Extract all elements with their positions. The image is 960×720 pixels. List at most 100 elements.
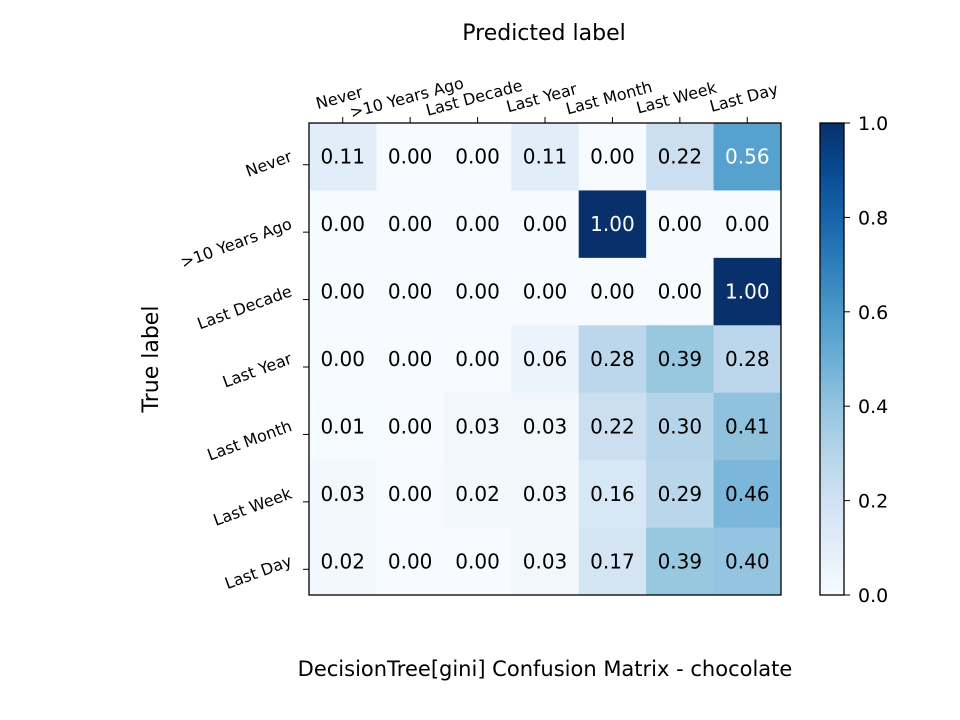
cell-value-label: 0.29: [658, 482, 703, 506]
heatmap-cell: [646, 460, 715, 529]
cell-value-label: 0.03: [320, 482, 365, 506]
cell-value-label: 0.00: [523, 212, 568, 236]
heatmap-cell: [376, 460, 445, 529]
cell-value-label: 0.40: [725, 549, 770, 573]
y-axis-ticks: Never >10 Years Ago Last Decade Last Year La…: [178, 146, 309, 593]
cell-value-label: 0.00: [320, 280, 365, 304]
heatmap-cell: [511, 460, 580, 529]
heatmap-cell: [646, 190, 715, 259]
cell-value-label: 0.39: [658, 347, 703, 371]
cell-value-label: 0.16: [590, 482, 635, 506]
y-tick-label: Never: [243, 146, 295, 180]
heatmap-cell: [376, 257, 445, 326]
cell-value-label: 0.00: [455, 280, 500, 304]
heatmap-cell: [646, 392, 715, 461]
colorbar-tick-label: 0.8: [858, 207, 888, 229]
cell-value-label: 0.17: [590, 549, 635, 573]
cell-value-label: 0.00: [388, 145, 433, 169]
cell-value-label: 0.00: [455, 549, 500, 573]
cell-value-label: 0.06: [523, 347, 568, 371]
cell-value-label: 0.28: [725, 347, 770, 371]
heatmap-cell: [713, 460, 782, 529]
heatmap-cell: [713, 123, 782, 191]
heatmap-cell: [376, 527, 445, 596]
heatmap-cell: [376, 190, 445, 259]
cell-value-label: 0.00: [590, 145, 635, 169]
cell-value-label: 0.30: [658, 414, 703, 438]
heatmap-cell: [578, 257, 647, 326]
colorbar-tick-label: 1.0: [858, 113, 888, 135]
cell-value-label: 0.02: [455, 482, 500, 506]
heatmap-cell: [511, 257, 580, 326]
cell-value-label: 0.22: [658, 145, 703, 169]
heatmap-cell: [376, 392, 445, 461]
y-tick-label: Last Year: [220, 349, 295, 392]
cell-value-label: 0.00: [658, 280, 703, 304]
cell-value-label: 0.00: [523, 280, 568, 304]
cell-value-label: 0.00: [455, 212, 500, 236]
y-tick-label: Last Week: [211, 484, 295, 530]
heatmap-cell: [713, 190, 782, 259]
heatmap-cell: [511, 527, 580, 596]
heatmap-cell: [309, 460, 377, 529]
y-axis-label: True label: [139, 306, 164, 414]
cell-value-label: 0.00: [388, 212, 433, 236]
cell-value-label: 0.03: [523, 549, 568, 573]
heatmap-cell: [309, 257, 377, 326]
heatmap-cell: [511, 123, 580, 191]
cell-value-label: 0.39: [658, 549, 703, 573]
heatmap-cell: [309, 190, 377, 259]
heatmap-cell: [578, 527, 647, 596]
cell-value-label: 0.41: [725, 414, 770, 438]
cell-value-label: 0.00: [320, 347, 365, 371]
heatmap-cell: [376, 123, 445, 191]
cell-value-label: 0.00: [320, 212, 365, 236]
cell-value-label: 1.00: [725, 280, 770, 304]
heatmap-cell: [713, 257, 782, 326]
heatmap-cell: [309, 527, 377, 596]
cell-value-label: 0.03: [523, 482, 568, 506]
heatmap-cell: [511, 190, 580, 259]
heatmap-cell: [443, 123, 512, 191]
heatmap-cell: [578, 392, 647, 461]
cell-value-label: 0.00: [388, 549, 433, 573]
colorbar: 0.0 0.2 0.4 0.6 0.8 1.0: [819, 113, 888, 607]
heatmap-cell: [443, 527, 512, 596]
heatmap-cell: [376, 325, 445, 394]
heatmap-cell: [511, 392, 580, 461]
heatmap-cell: [578, 123, 647, 191]
cell-value-label: 0.00: [590, 280, 635, 304]
heatmap-cell: [646, 123, 715, 191]
heatmap-cell: [443, 257, 512, 326]
heatmap-cell: [713, 392, 782, 461]
heatmap-cell: [309, 325, 377, 394]
heatmap-cell: [578, 325, 647, 394]
y-tick-label: >10 Years Ago: [178, 214, 294, 272]
cell-value-label: 0.02: [320, 549, 365, 573]
cell-value-label: 0.00: [455, 145, 500, 169]
heatmap-cell: [713, 527, 782, 596]
heatmap-cell: [646, 325, 715, 394]
cell-value-label: 0.00: [455, 347, 500, 371]
cell-value-label: 0.03: [455, 414, 500, 438]
cell-value-label: 0.22: [590, 414, 635, 438]
heatmap-cell: [578, 460, 647, 529]
colorbar-tick-label: 0.6: [858, 302, 888, 324]
cell-value-label: 0.46: [725, 482, 770, 506]
cell-value-label: 0.01: [320, 414, 365, 438]
chart-title: DecisionTree[gini] Confusion Matrix - ch…: [298, 657, 793, 681]
colorbar-tick-label: 0.4: [858, 396, 888, 418]
cell-value-label: 0.56: [725, 145, 770, 169]
heatmap-cell: [443, 190, 512, 259]
heatmap-cells: 0.11 0.00 0.00 0.11 0.00 0.22 0.56 0.00 0.00 0.00…: [309, 123, 782, 596]
heatmap-cell: [309, 392, 377, 461]
cell-value-label: 0.03: [523, 414, 568, 438]
cell-value-label: 0.11: [523, 145, 568, 169]
heatmap-cell: [443, 460, 512, 529]
heatmap-cell: [578, 190, 647, 259]
cell-value-label: 0.11: [320, 145, 365, 169]
heatmap-cell: [646, 257, 715, 326]
x-axis-label: Predicted label: [462, 21, 625, 46]
cell-value-label: 0.00: [388, 280, 433, 304]
